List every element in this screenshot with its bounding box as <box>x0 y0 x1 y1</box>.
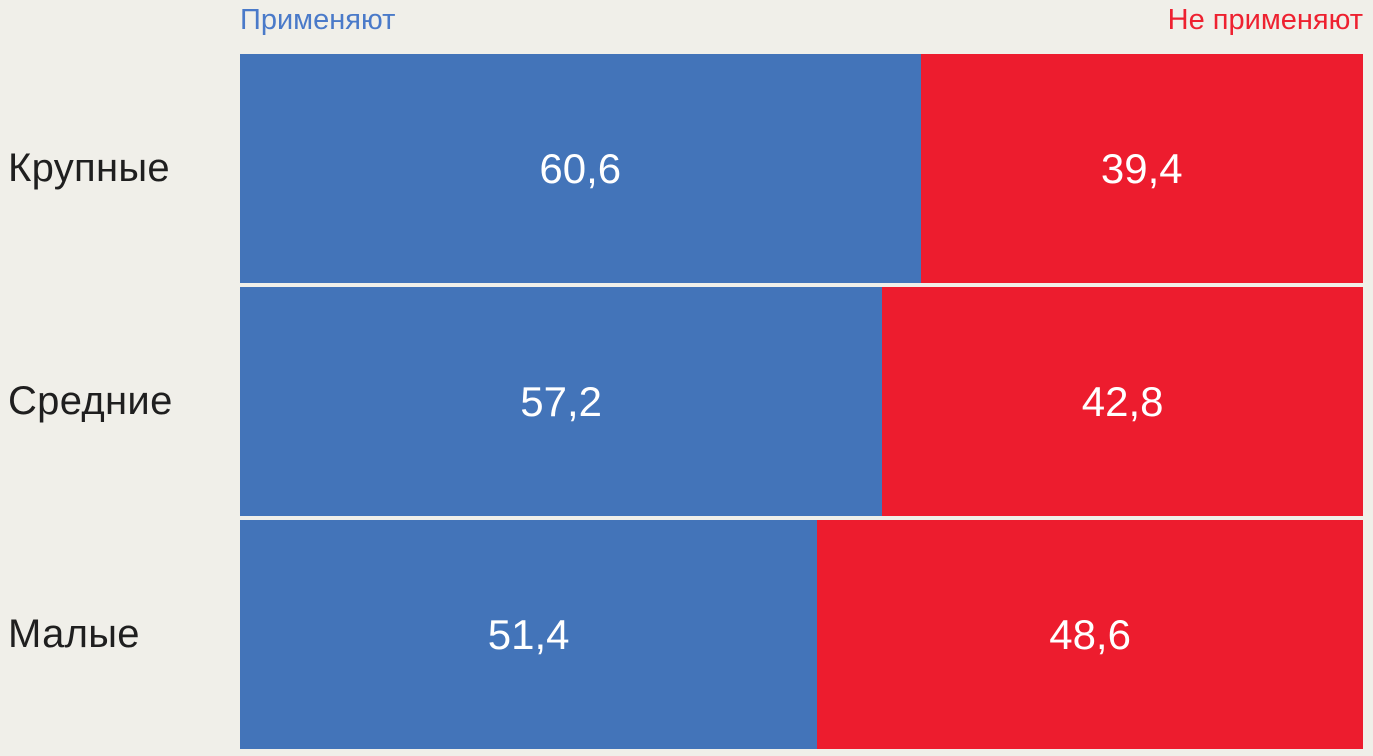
value-label: 39,4 <box>1100 144 1183 192</box>
value-label: 48,6 <box>1049 610 1131 658</box>
legend: Применяют Не применяют <box>240 4 1363 37</box>
value-label: 42,8 <box>1081 377 1164 425</box>
bar-segment-apply: 51,4 <box>240 520 818 749</box>
stacked-bar: 60,6 39,4 <box>240 54 1363 283</box>
value-label: 57,2 <box>520 377 603 425</box>
category-label: Средние <box>8 379 173 423</box>
bar-segment-apply: 60,6 <box>240 54 921 283</box>
value-label: 51,4 <box>487 610 570 658</box>
chart-row: Средние 57,2 42,8 <box>0 287 1363 516</box>
category-label: Крупные <box>8 146 170 190</box>
bar-segment-apply: 57,2 <box>240 287 883 516</box>
stacked-bar-chart: Крупные 60,6 39,4 Средние 57,2 42,8 Малые 51,4 4… <box>0 54 1363 749</box>
legend-apply-label: Применяют <box>240 4 396 36</box>
bar-segment-not-apply: 48,6 <box>817 520 1363 749</box>
value-label: 60,6 <box>539 144 622 192</box>
stacked-bar: 51,4 48,6 <box>240 520 1363 749</box>
bar-segment-not-apply: 42,8 <box>882 287 1363 516</box>
chart-row: Крупные 60,6 39,4 <box>0 54 1363 283</box>
stacked-bar: 57,2 42,8 <box>240 287 1363 516</box>
category-label: Малые <box>8 612 140 656</box>
legend-not-apply-label: Не применяют <box>1167 4 1363 36</box>
bar-segment-not-apply: 39,4 <box>920 54 1363 283</box>
chart-row: Малые 51,4 48,6 <box>0 520 1363 749</box>
